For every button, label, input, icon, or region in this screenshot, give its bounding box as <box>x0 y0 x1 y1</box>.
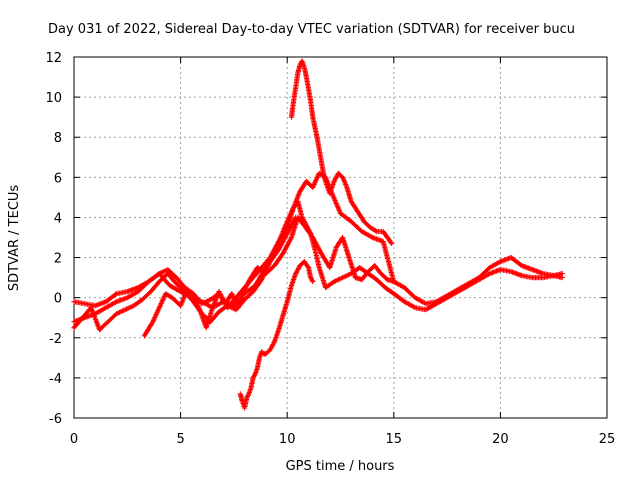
y-tick-label: 8 <box>54 131 62 146</box>
y-tick-label: -2 <box>49 332 62 347</box>
x-tick-label: 25 <box>599 432 616 447</box>
series-plus-markers <box>141 214 397 339</box>
series-plus-markers <box>71 170 565 311</box>
chart-title: Day 031 of 2022, Sidereal Day-to-day VTE… <box>48 22 575 37</box>
series-5 <box>237 259 316 411</box>
x-tick-label: 10 <box>279 432 296 447</box>
y-tick-label: 4 <box>54 211 62 226</box>
y-tick-label: -4 <box>49 372 62 387</box>
series-plus-markers <box>288 58 395 247</box>
axis-ticks: 0 5 10 15 20 25 -6 -4 -2 0 2 4 6 8 10 12 <box>45 51 615 447</box>
y-tick-label: -6 <box>49 412 62 427</box>
series-6 <box>71 214 299 333</box>
x-tick-label: 20 <box>492 432 509 447</box>
series-plus-markers <box>71 214 299 333</box>
series-3 <box>141 214 397 339</box>
x-tick-label: 15 <box>386 432 403 447</box>
series-line <box>73 172 564 309</box>
data-series <box>71 58 565 411</box>
y-tick-label: 6 <box>54 171 62 186</box>
x-tick-label: 5 <box>176 432 184 447</box>
y-tick-label: 2 <box>54 252 62 267</box>
x-tick-label: 0 <box>70 432 78 447</box>
series-4 <box>288 58 395 247</box>
series-1 <box>71 170 565 311</box>
y-tick-label: 10 <box>45 91 62 106</box>
plot-frame <box>73 56 608 419</box>
series-plus-markers <box>237 259 316 411</box>
x-axis-label: GPS time / hours <box>286 459 395 474</box>
y-tick-label: 12 <box>45 51 62 66</box>
y-tick-label: 0 <box>54 292 62 307</box>
y-axis-label: SDTVAR / TECUs <box>7 185 22 292</box>
